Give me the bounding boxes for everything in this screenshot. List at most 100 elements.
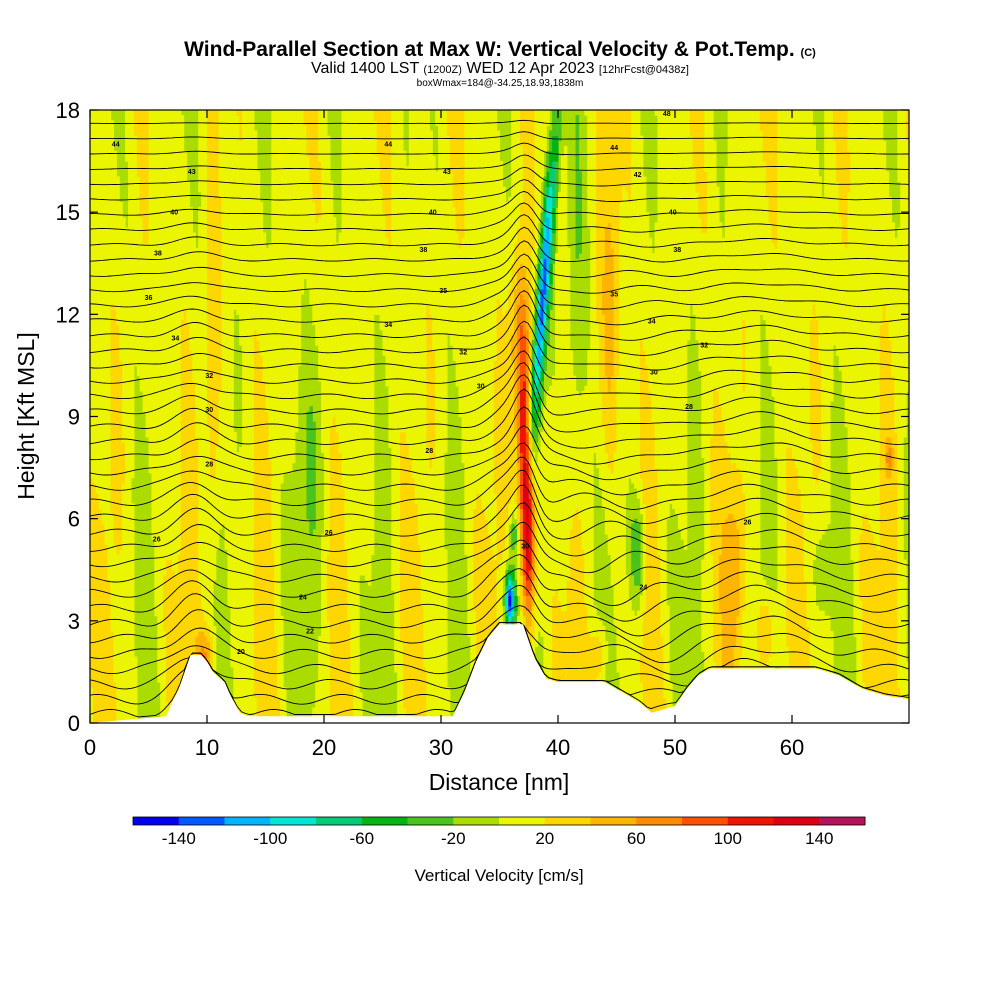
velocity-cell bbox=[748, 631, 752, 637]
velocity-cell bbox=[435, 636, 439, 642]
velocity-cell bbox=[104, 666, 109, 673]
velocity-cell bbox=[397, 631, 401, 637]
velocity-cell bbox=[356, 702, 360, 709]
velocity-cell bbox=[762, 656, 767, 663]
velocity-cell bbox=[619, 677, 623, 683]
velocity-cell bbox=[189, 631, 193, 637]
velocity-cell bbox=[438, 656, 442, 663]
velocity-cell bbox=[274, 625, 278, 632]
velocity-cell bbox=[119, 692, 123, 699]
velocity-cell bbox=[104, 631, 109, 637]
velocity-cell bbox=[116, 661, 120, 668]
velocity-cell bbox=[587, 677, 591, 683]
velocity-cell bbox=[598, 656, 603, 663]
velocity-cell bbox=[593, 641, 597, 647]
velocity-cell bbox=[426, 687, 430, 693]
velocity-cell bbox=[98, 656, 103, 663]
velocity-cell bbox=[768, 631, 773, 637]
velocity-cell bbox=[119, 636, 123, 642]
velocity-cell bbox=[92, 671, 97, 678]
velocity-cell bbox=[256, 707, 261, 714]
velocity-cell bbox=[572, 641, 577, 647]
velocity-cell bbox=[128, 692, 132, 699]
velocity-cell bbox=[280, 631, 284, 637]
velocity-cell bbox=[859, 661, 863, 668]
velocity-cell bbox=[163, 702, 167, 709]
velocity-cell bbox=[259, 692, 264, 699]
velocity-cell bbox=[271, 646, 275, 653]
velocity-cell bbox=[168, 636, 173, 642]
velocity-cell bbox=[350, 661, 354, 668]
velocity-cell bbox=[631, 661, 635, 668]
velocity-cell bbox=[426, 697, 430, 704]
velocity-cell bbox=[125, 625, 129, 632]
velocity-cell bbox=[104, 641, 109, 647]
velocity-cell bbox=[113, 651, 117, 658]
velocity-cell bbox=[566, 625, 571, 632]
velocity-cell bbox=[660, 697, 664, 704]
velocity-cell bbox=[575, 656, 580, 663]
velocity-cell bbox=[329, 625, 334, 632]
velocity-cell bbox=[130, 697, 135, 704]
velocity-cell bbox=[201, 631, 205, 637]
velocity-cell bbox=[397, 682, 401, 688]
velocity-cell bbox=[177, 651, 182, 658]
velocity-cell bbox=[885, 646, 890, 653]
velocity-cell bbox=[177, 641, 182, 647]
velocity-cell bbox=[326, 707, 331, 714]
velocity-cell bbox=[432, 707, 436, 714]
velocity-cell bbox=[622, 641, 626, 647]
velocity-cell bbox=[435, 682, 439, 688]
velocity-cell bbox=[335, 625, 340, 632]
velocity-cell bbox=[171, 641, 176, 647]
velocity-cell bbox=[476, 636, 480, 642]
velocity-cell bbox=[344, 677, 348, 683]
velocity-cell bbox=[259, 656, 264, 663]
velocity-cell bbox=[707, 656, 711, 663]
velocity-cell bbox=[321, 687, 325, 693]
velocity-cell bbox=[531, 651, 536, 658]
velocity-cell bbox=[104, 646, 109, 653]
velocity-cell bbox=[710, 625, 714, 632]
velocity-cell bbox=[98, 641, 103, 647]
velocity-cell bbox=[397, 697, 401, 704]
velocity-cell bbox=[797, 641, 802, 647]
velocity-cell bbox=[543, 631, 547, 637]
velocity-cell bbox=[233, 671, 237, 678]
velocity-cell bbox=[168, 692, 173, 699]
velocity-cell bbox=[651, 661, 656, 668]
velocity-cell bbox=[631, 692, 635, 699]
velocity-cell bbox=[90, 707, 94, 714]
velocity-cell bbox=[230, 636, 234, 642]
velocity-cell bbox=[414, 702, 419, 709]
velocity-cell bbox=[429, 682, 433, 688]
velocity-cell bbox=[183, 625, 188, 632]
velocity-cell bbox=[751, 625, 755, 632]
velocity-cell bbox=[648, 631, 653, 637]
velocity-cell bbox=[789, 641, 793, 647]
velocity-cell bbox=[122, 666, 126, 673]
velocity-cell bbox=[648, 692, 653, 699]
velocity-cell bbox=[423, 661, 427, 668]
velocity-cell bbox=[347, 636, 351, 642]
velocity-cell bbox=[721, 661, 726, 668]
velocity-cell bbox=[636, 677, 641, 683]
velocity-cell bbox=[906, 671, 909, 678]
velocity-cell bbox=[116, 687, 120, 693]
velocity-cell bbox=[862, 677, 866, 683]
velocity-cell bbox=[596, 677, 600, 683]
velocity-cell bbox=[239, 682, 243, 688]
velocity-cell bbox=[441, 636, 445, 642]
velocity-cell bbox=[408, 666, 413, 673]
velocity-cell bbox=[575, 651, 580, 658]
velocity-cell bbox=[423, 625, 427, 632]
velocity-cell bbox=[879, 641, 884, 647]
velocity-cell bbox=[651, 682, 656, 688]
velocity-cell bbox=[429, 631, 433, 637]
velocity-cell bbox=[207, 651, 211, 658]
velocity-cell bbox=[625, 625, 629, 632]
velocity-cell bbox=[742, 646, 746, 653]
velocity-cell bbox=[209, 636, 214, 642]
velocity-cell bbox=[598, 677, 603, 683]
velocity-cell bbox=[101, 677, 106, 683]
